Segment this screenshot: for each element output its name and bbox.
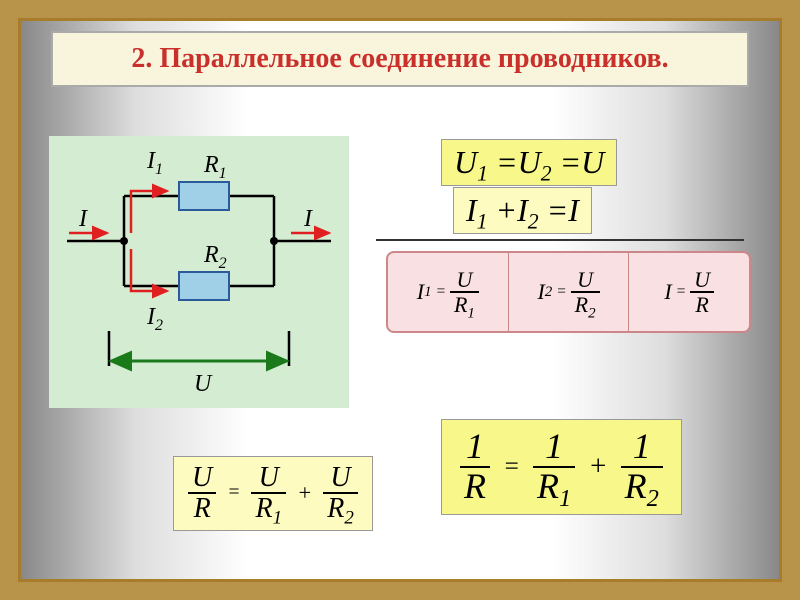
equation-voltage: U1 =U2 =U [441, 139, 617, 186]
label-I1: I1 [146, 148, 163, 178]
label-I-left: I [78, 206, 88, 232]
equation-ohm-group: I1 = U R1 I2 = U R2 I = U R [386, 251, 751, 333]
ohm-cell-1: I1 = U R1 [388, 253, 509, 331]
circuit-svg: I I I1 I2 R1 R2 U [49, 136, 349, 408]
label-I2: I2 [146, 304, 163, 334]
equation-sum-ur: U R = U R1 + U R2 [173, 456, 373, 531]
resistor-r2 [179, 272, 229, 300]
slide-title: 2. Параллельное соединение проводников. [51, 31, 749, 87]
ohm-cell-2: I2 = U R2 [509, 253, 630, 331]
circuit-diagram: I I I1 I2 R1 R2 U [49, 136, 349, 408]
label-I-right: I [303, 206, 313, 232]
label-R2: R2 [203, 242, 227, 272]
equation-sum-1r: 1 R = 1 R1 + 1 R2 [441, 419, 682, 515]
label-R1: R1 [203, 152, 227, 182]
equation-current: I1 +I2 =I [453, 187, 592, 234]
ohm-cell-3: I = U R [629, 253, 749, 331]
slide-frame: 2. Параллельное соединение проводников. [18, 18, 782, 582]
resistor-r1 [179, 182, 229, 210]
label-U: U [194, 371, 213, 397]
divider-line [376, 239, 744, 241]
